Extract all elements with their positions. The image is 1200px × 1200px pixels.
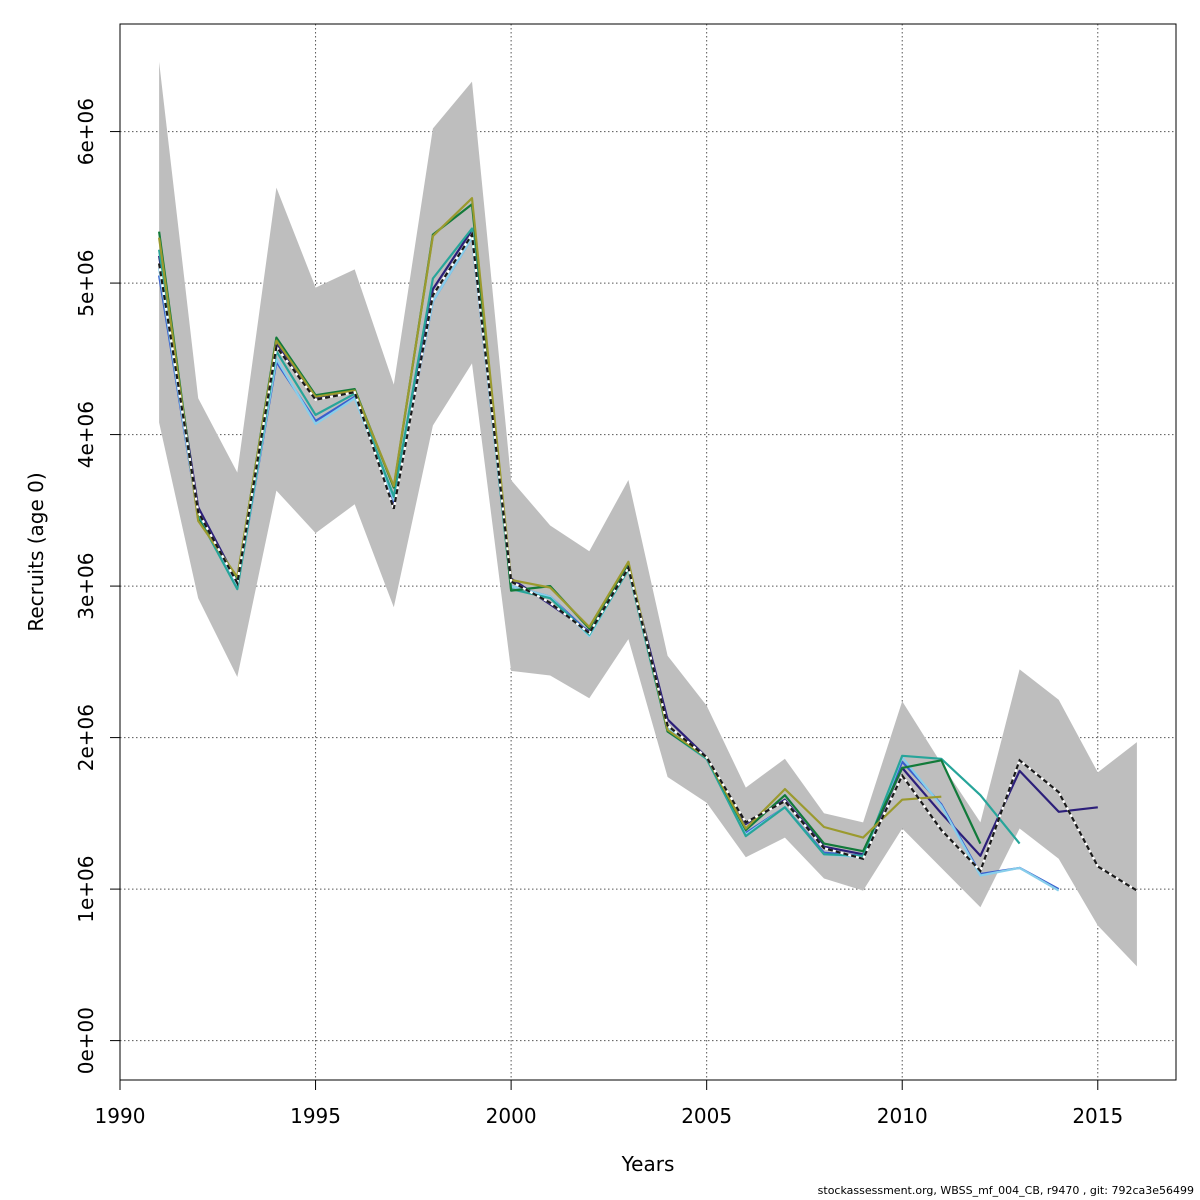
footer-credit: stockassessment.org, WBSS_mf_004_CB, r94… [817, 1184, 1194, 1197]
confidence-band [159, 61, 1137, 967]
series-layer [158, 197, 1138, 892]
series-line-peel-6 [158, 197, 942, 839]
y-tick-label: 3e+06 [74, 552, 98, 619]
y-tick-label: 2e+06 [74, 704, 98, 771]
x-tick-label: 1990 [95, 1104, 146, 1128]
y-tick-label: 5e+06 [74, 249, 98, 316]
y-tick-label: 1e+06 [74, 855, 98, 922]
grid-lines [120, 24, 1176, 1080]
x-tick-label: 2015 [1072, 1104, 1123, 1128]
series-line-base-run [158, 231, 1138, 892]
y-tick-label: 6e+06 [74, 98, 98, 165]
y-tick-label: 4e+06 [74, 401, 98, 468]
plot-frame [119, 23, 1177, 1081]
x-tick-label: 2000 [486, 1104, 537, 1128]
confidence-band-layer [159, 61, 1137, 967]
axes: 1990 1995 2000 2005 2010 2015 0e+00 1e+06 2e+06 3… [74, 98, 1123, 1128]
x-tick-label: 2005 [681, 1104, 732, 1128]
x-tick-label: 2010 [877, 1104, 928, 1128]
y-axis-title: Recruits (age 0) [24, 472, 48, 631]
x-axis-title: Years [621, 1152, 675, 1176]
y-tick-label: 0e+00 [74, 1007, 98, 1074]
x-tick-label: 1995 [290, 1104, 341, 1128]
